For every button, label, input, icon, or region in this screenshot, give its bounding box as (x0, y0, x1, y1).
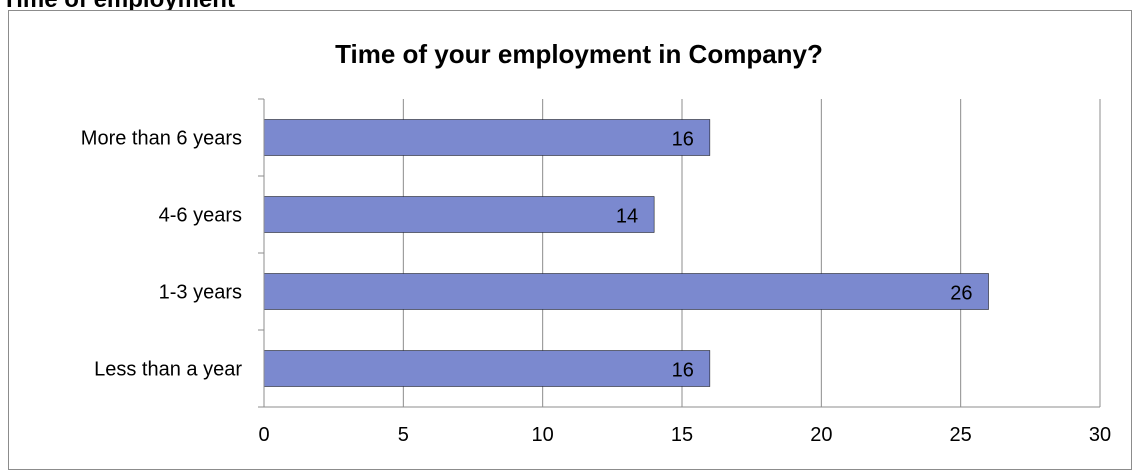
data-label: 26 (950, 283, 972, 305)
bars (264, 120, 989, 387)
chart-title: Time of your employment in Company? (335, 39, 823, 69)
x-tick-label: 15 (671, 424, 693, 446)
chart-svg: Time of your employment in Company? 0 5 10… (9, 11, 1133, 471)
x-tick-label: 10 (532, 424, 554, 446)
x-tick-label: 20 (810, 424, 832, 446)
x-tick-label: 25 (950, 424, 972, 446)
x-tick-label: 0 (258, 424, 269, 446)
chart-frame: Time of your employment in Company? 0 5 10… (8, 10, 1132, 470)
x-tick-label: 30 (1089, 424, 1111, 446)
category-label: Less than a year (94, 359, 242, 381)
data-label: 16 (672, 129, 694, 151)
category-label: 1-3 years (159, 282, 242, 304)
bar (264, 120, 710, 156)
bar (264, 351, 710, 387)
bar (264, 274, 989, 310)
category-label: More than 6 years (81, 128, 242, 150)
category-label: 4-6 years (159, 205, 242, 227)
x-tick-label: 5 (398, 424, 409, 446)
bar (264, 197, 654, 233)
data-label: 16 (672, 360, 694, 382)
data-label: 14 (616, 206, 638, 228)
